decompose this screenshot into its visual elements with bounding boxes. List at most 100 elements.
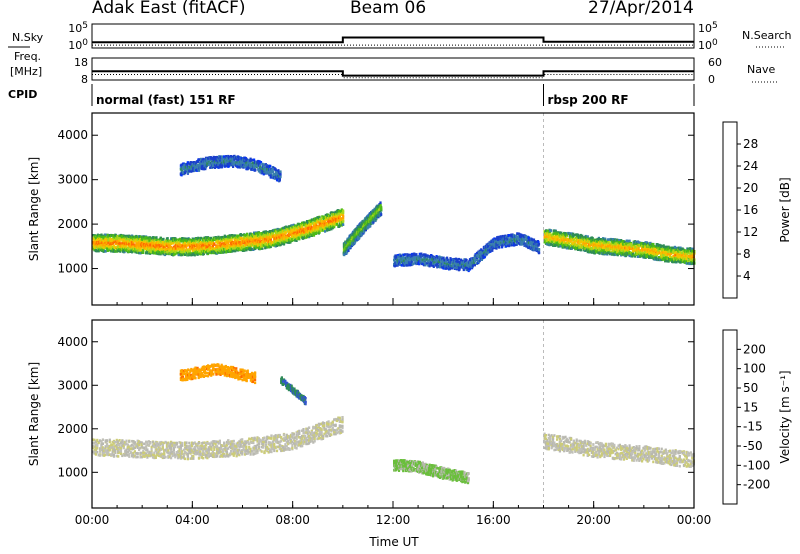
power-panel-cell xyxy=(185,170,188,173)
power-panel-cell xyxy=(304,231,307,234)
power-panel-cell xyxy=(285,231,288,234)
power-panel-cell xyxy=(209,157,212,161)
power-panel-cell xyxy=(372,221,375,224)
power-panel-cell xyxy=(250,158,254,162)
power-panel-cell xyxy=(221,235,224,239)
power-panel-cell xyxy=(253,164,256,167)
power-panel-cell xyxy=(206,245,209,248)
power-panel-cell xyxy=(195,237,198,241)
power-panel-cell xyxy=(188,247,191,251)
power-panel-cell xyxy=(303,234,306,237)
power-panel-cell xyxy=(218,165,221,169)
cpid-mode-label: rbsp 200 RF xyxy=(548,93,629,107)
power-panel-cell xyxy=(117,243,120,247)
power-panel-cell xyxy=(291,235,294,239)
power-panel-cell xyxy=(221,157,224,161)
power-panel-cell xyxy=(184,253,187,256)
power-panel-cell xyxy=(283,228,286,232)
power-panel-cell xyxy=(145,245,148,248)
power-panel-cell xyxy=(423,253,426,256)
power-panel-cell xyxy=(259,233,262,237)
power-panel-cell xyxy=(232,165,235,168)
power-panel-cell xyxy=(248,239,251,242)
power-panel-cell xyxy=(274,244,277,248)
power-panel-cell xyxy=(152,244,155,248)
freq-panel-frame xyxy=(91,57,695,81)
power-panel-cell xyxy=(223,242,226,245)
power-panel-cell xyxy=(109,245,112,248)
power-panel-cell xyxy=(141,238,144,242)
power-panel-cell xyxy=(166,251,169,254)
power-panel-cell xyxy=(394,261,397,265)
power-panel-cell xyxy=(241,238,244,242)
power-panel-cell xyxy=(240,241,243,245)
power-panel-cell xyxy=(444,267,447,270)
beam-title: Beam 06 xyxy=(350,0,427,18)
power-panel-cell xyxy=(112,240,116,244)
power-panel-cell xyxy=(136,235,139,239)
power-panel-cell xyxy=(298,236,301,240)
power-panel-cell xyxy=(455,262,458,265)
power-panel-cell xyxy=(114,246,117,249)
power-panel-cell xyxy=(295,239,298,242)
power-panel-cell xyxy=(147,251,150,255)
power-panel-cell xyxy=(424,263,427,267)
power-panel-cell xyxy=(316,227,319,230)
power-panel-cell xyxy=(282,242,286,246)
power-panel-cell xyxy=(363,224,366,228)
power-panel-cell xyxy=(206,162,209,165)
power-panel-cell xyxy=(313,220,316,224)
power-panel-cell xyxy=(314,225,317,228)
power-panel-cell xyxy=(294,238,297,241)
power-panel-cell xyxy=(140,240,143,244)
power-panel-cell xyxy=(287,236,290,239)
power-panel-cell xyxy=(456,258,459,262)
power-panel-cell xyxy=(197,166,200,170)
power-panel-cell xyxy=(153,239,156,242)
power-panel-region-rising-band xyxy=(342,201,383,257)
power-panel-cell xyxy=(276,179,279,182)
power-panel-cell xyxy=(338,212,341,216)
power-panel-cell xyxy=(202,167,205,171)
power-panel-cell xyxy=(452,263,455,267)
power-panel-cell xyxy=(259,240,262,244)
power-panel-cell xyxy=(232,243,235,246)
power-panel-cell xyxy=(325,217,328,221)
power-panel-cell xyxy=(420,255,423,258)
power-panel-cell xyxy=(349,243,352,247)
power-panel-cell xyxy=(282,233,285,236)
power-panel-cell xyxy=(454,259,457,262)
power-panel-cell xyxy=(142,235,146,238)
power-panel-cell xyxy=(292,223,295,227)
power-panel-cell xyxy=(328,228,331,232)
power-panel-cell xyxy=(251,243,254,247)
power-panel-cell xyxy=(96,233,100,237)
power-panel-cell xyxy=(197,160,200,163)
freq-right-tick-top: 60 xyxy=(708,56,722,69)
power-panel-cell xyxy=(321,215,324,218)
power-panel-cell xyxy=(167,243,171,246)
power-panel-cell xyxy=(269,237,272,241)
power-panel-cell xyxy=(229,237,232,241)
power-panel-cell xyxy=(225,155,228,158)
power-panel-cell xyxy=(207,242,210,245)
power-panel-cell xyxy=(280,227,283,230)
power-panel-cell xyxy=(349,245,352,248)
freq-left-tick-bottom: 8 xyxy=(81,73,88,86)
power-panel-cell xyxy=(123,243,126,247)
power-panel-cell xyxy=(205,157,208,161)
power-panel-cell xyxy=(162,252,165,256)
power-panel-cell xyxy=(112,246,115,249)
power-panel-cell xyxy=(181,172,185,176)
power-panel-cell xyxy=(216,251,219,254)
power-panel-cell xyxy=(108,234,111,237)
power-panel-cell xyxy=(262,231,265,234)
power-panel-cell xyxy=(432,265,435,268)
power-panel-cell xyxy=(401,256,404,260)
power-panel-cell xyxy=(230,155,233,158)
power-panel-cell xyxy=(261,240,264,244)
power-panel-cell xyxy=(180,163,183,167)
power-panel-cell xyxy=(242,166,245,169)
power-panel-cell xyxy=(380,207,383,210)
